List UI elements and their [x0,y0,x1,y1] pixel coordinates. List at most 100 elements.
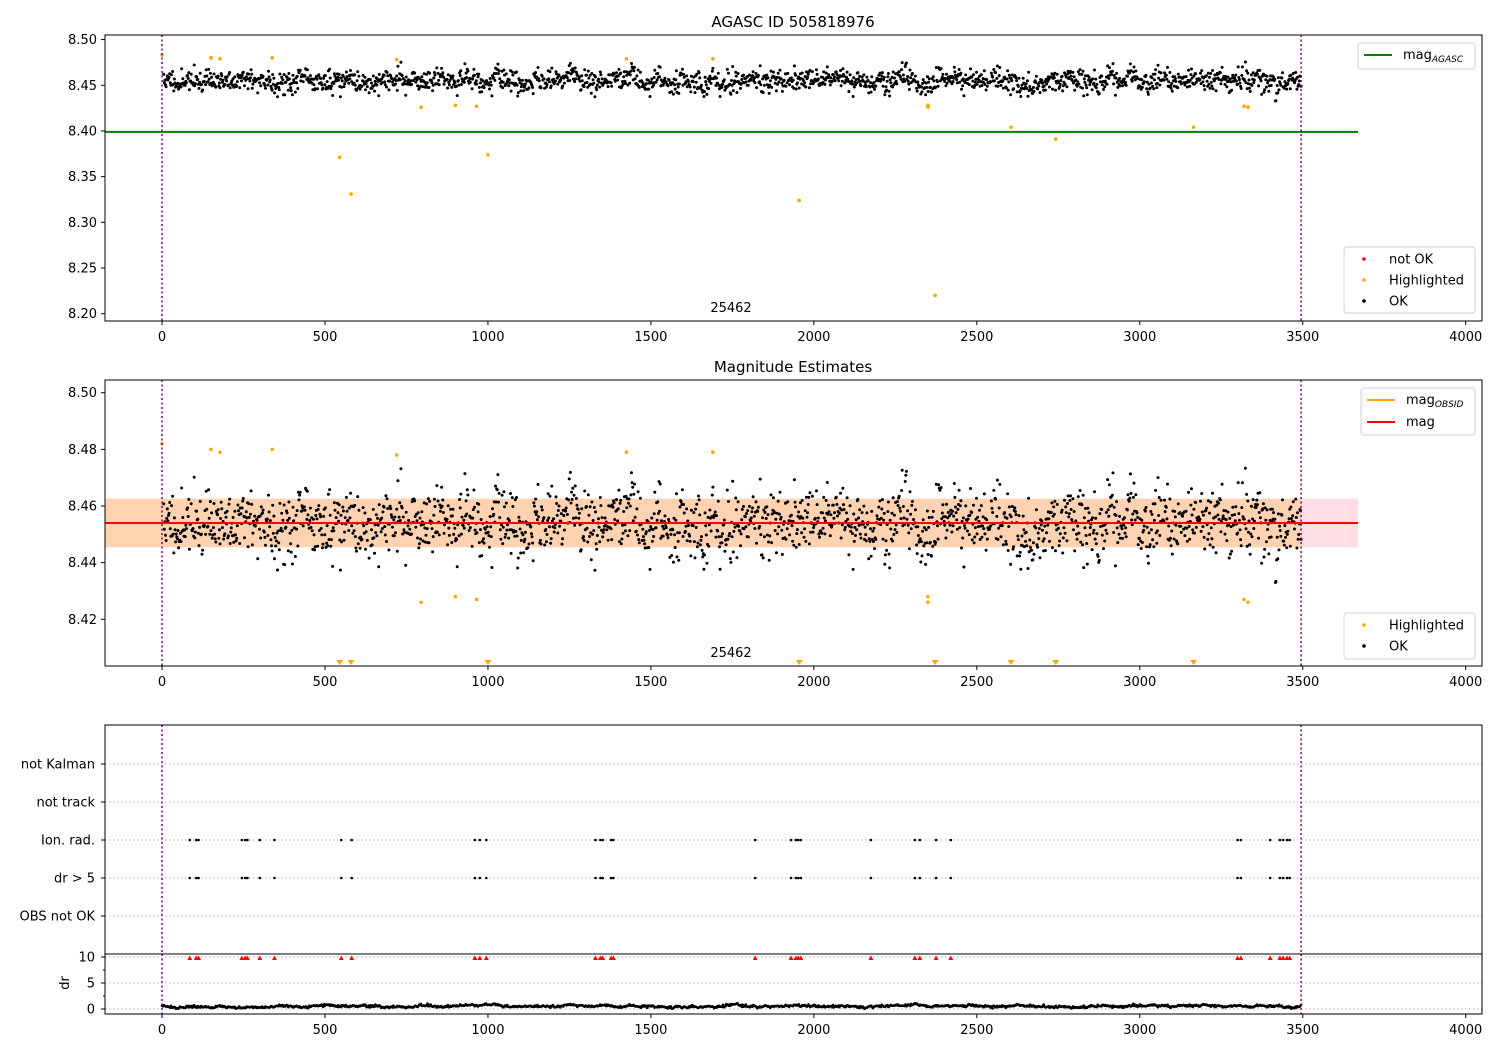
panel-agasc-ok-point [847,90,851,93]
panel-mag-estimates-ok-point [1110,493,1114,497]
panel-agasc-ok-point [1133,78,1137,82]
panel-agasc-ok-point [339,76,343,80]
panel-flags-point [1268,838,1272,842]
panel-mag-estimates-ok-point [577,516,581,520]
panel-mag-estimates-ok-point [479,528,482,532]
panel-agasc-ok-point [1245,87,1249,91]
panel-mag-estimates-ok-point [946,510,950,514]
panel-mag-estimates-ok-point [342,538,346,542]
panel-mag-estimates-ok-point [600,516,604,520]
panel-agasc-ok-point [1238,81,1242,85]
panel-mag-estimates-ok-point [1191,528,1195,532]
panel-mag-estimates-ok-point [1067,515,1071,519]
panel-mag-estimates-ok-point [562,528,566,532]
panel-agasc-ok-point [547,77,551,81]
panel-agasc-ok-point [794,73,798,77]
panel-flags-point [794,838,798,842]
panel-mag-estimates-ok-point [326,544,330,548]
panel-agasc-ok-point [906,75,910,78]
panel-flags-point [350,838,354,842]
panel-mag-estimates-ok-point [601,535,605,539]
panel-mag-estimates-ok-point [296,544,300,548]
panel-agasc-ok-point [857,80,861,83]
panel-mag-estimates-ok-point [995,478,999,482]
panel-mag-estimates-ok-point [220,526,224,530]
panel-agasc-ok-point [800,82,804,86]
panel-flags-point [609,876,613,880]
panel-agasc-ok-point [1264,78,1268,82]
panel-agasc-ok-point [573,66,577,70]
panel-mag-estimates-ok-point [347,529,351,532]
panel-mag-estimates-ok-point [267,510,271,514]
panel-agasc-ok-point [782,78,786,82]
panel-mag-estimates-ok-point [1035,543,1039,547]
panel-agasc-ok-point [999,83,1003,87]
panel-mag-estimates-ok-point [809,530,813,534]
panel-agasc-ok-point [939,67,943,71]
panel-agasc-ok-point [961,77,965,81]
panel-mag-estimates-ok-point [1266,528,1270,531]
panel-agasc-ok-point [671,92,675,96]
panel-mag-estimates-ok-point [632,492,636,496]
panel-mag-estimates-ok-point [770,541,774,545]
panel-mag-estimates-ok-point [1058,532,1062,536]
panel-mag-estimates-ok-point [564,509,568,513]
panel-agasc-ok-point [289,86,293,90]
panel-mag-estimates-ok-point [903,480,907,483]
panel-mag-estimates-ok-point [295,509,299,513]
panel-mag-estimates-ok-point [855,528,859,532]
panel-agasc-ok-point [1094,86,1098,90]
panel-agasc-ok-point [915,86,919,90]
panel-mag-estimates-ok-point [261,511,264,515]
panel-agasc-ok-point [619,71,623,75]
panel-agasc-x-tick-label: 2000 [797,330,830,345]
panel-mag-estimates-ok-point [1100,508,1104,511]
panel-agasc-ok-point [708,74,712,78]
panel-agasc-ok-point [892,76,896,80]
panel-mag-estimates-ok-point [720,541,724,545]
panel-agasc-ok-point [1061,89,1065,93]
panel-mag-estimates-ok-point [266,534,270,537]
panel-mag-estimates-ok-point [591,532,594,536]
panel-mag-estimates-ok-point [585,526,589,530]
panel-agasc-ok-point [284,80,288,84]
panel-mag-estimates-ok-point [774,517,778,521]
panel-mag-estimates-ok-point [970,510,974,514]
panel-mag-estimates-ok-point [1107,514,1111,518]
panel-mag-estimates-ok-point [1120,527,1124,531]
panel-agasc-ok-point [1090,88,1094,92]
panel-agasc-ok-point [413,71,417,75]
panel-mag-estimates-ok-point [764,517,768,520]
panel-mag-estimates-ok-point [1072,528,1075,532]
panel-mag-estimates-ok-point [982,492,986,496]
panel-mag-estimates-ok-point [793,500,797,504]
panel-agasc-ok-point [274,85,278,89]
panel-mag-estimates-ok-point [560,542,564,546]
panel-agasc-ok-point [1205,74,1208,78]
panel-mag-estimates-ok-point [859,536,863,540]
panel-mag-estimates-ok-point [284,525,288,529]
panel-mag-estimates-ok-point [518,527,522,531]
panel-agasc-ok-point [1168,71,1172,74]
panel-mag-estimates-ok-point [702,567,706,571]
panel-agasc-ok-point [1245,69,1249,73]
panel-agasc-ok-point [824,71,828,75]
panel-mag-estimates-ok-point [749,516,753,520]
panel-agasc-ok-point [240,79,243,83]
panel-mag-estimates-ok-point [286,518,290,522]
panel-agasc-ok-point [815,68,818,72]
panel-mag-estimates-ok-point [1248,552,1252,556]
panel-mag-estimates-ok-point [701,555,705,559]
panel-mag-estimates-ok-point [881,537,885,541]
panel-agasc-ok-point [291,73,295,77]
panel-mag-estimates-ok-point [1206,499,1210,503]
panel-agasc-highlighted-point [160,53,164,57]
panel-mag-estimates-ok-point [440,485,444,489]
panel-mag-estimates-ok-point [1010,505,1014,508]
panel-mag-estimates-ok-point [279,526,283,530]
panel-mag-estimates-ok-point [875,514,879,518]
panel-agasc-ok-point [228,86,232,90]
panel-mag-estimates-ok-point [1176,502,1180,506]
panel-mag-estimates-ok-point [1163,510,1167,514]
panel-agasc-ok-point [759,83,763,87]
